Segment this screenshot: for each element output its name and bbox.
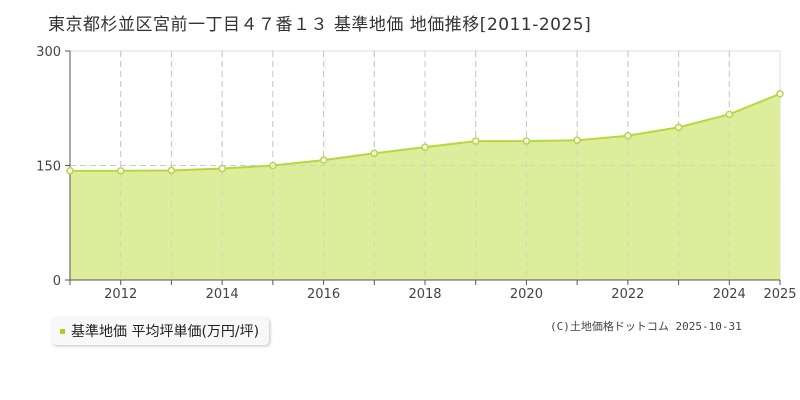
svg-text:2024: 2024 xyxy=(713,287,746,302)
legend-swatch-icon xyxy=(60,328,65,334)
svg-text:300: 300 xyxy=(36,45,61,60)
svg-text:2012: 2012 xyxy=(104,287,137,302)
svg-text:2016: 2016 xyxy=(307,287,340,302)
legend: 基準地価 平均坪単価(万円/坪) xyxy=(52,318,270,345)
svg-text:2020: 2020 xyxy=(510,287,543,302)
svg-text:150: 150 xyxy=(36,160,61,175)
area-chart: 0 150 300 2012 2014 2016 2018 2020 2022 2024 2025 xyxy=(36,45,797,302)
svg-text:2014: 2014 xyxy=(206,287,239,302)
x-axis-ticks: 2012 2014 2016 2018 2020 2022 2024 2025 xyxy=(69,280,797,302)
svg-text:0: 0 xyxy=(53,274,61,289)
svg-text:2018: 2018 xyxy=(408,287,441,302)
chart-title: 東京都杉並区宮前一丁目４７番１３ 基準地価 地価推移[2011-2025] xyxy=(48,15,592,35)
svg-text:2025: 2025 xyxy=(763,287,796,302)
legend-label: 基準地価 平均坪単価(万円/坪) xyxy=(71,324,260,340)
copyright-text: (C)土地価格ドットコム 2025-10-31 xyxy=(550,320,742,333)
y-axis-ticks: 0 150 300 xyxy=(36,45,70,289)
svg-text:2022: 2022 xyxy=(611,287,644,302)
